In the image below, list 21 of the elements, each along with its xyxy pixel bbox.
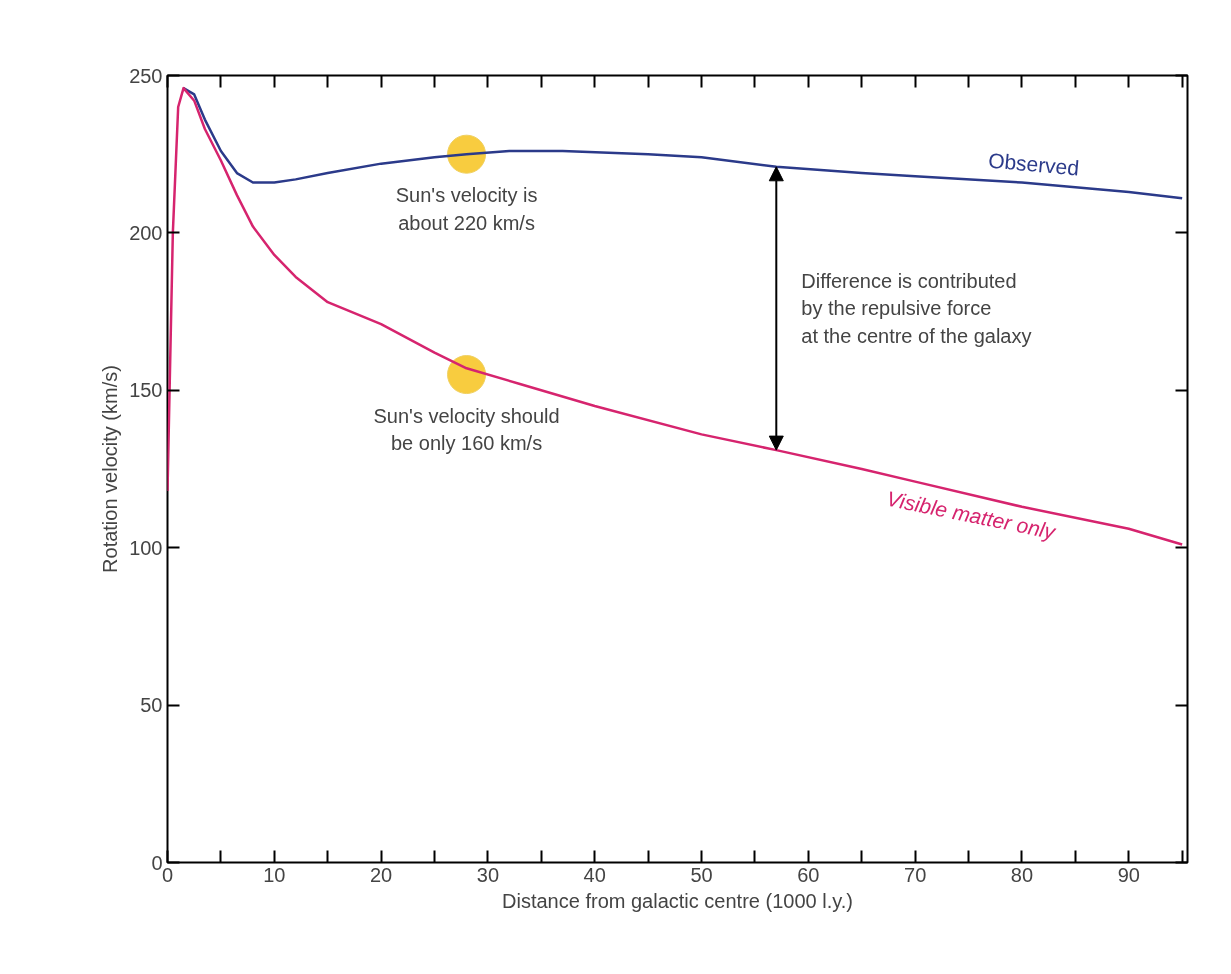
x-tick-label: 10 <box>263 863 286 886</box>
y-tick-label: 50 <box>140 694 163 717</box>
text: Observed <box>987 148 1081 180</box>
x-axis-title: Distance from galactic centre (1000 l.y.) <box>502 889 853 912</box>
annotation: Sun's velocity should be only 160 km/s <box>373 404 560 455</box>
x-tick-label: 50 <box>690 863 713 886</box>
x-tick-label: 30 <box>476 863 500 886</box>
y-tick-label: 200 <box>129 221 163 244</box>
annotation: Difference is contributed by the repulsive force at the centre of the galaxy <box>801 269 1032 347</box>
y-axis-title: Rotation velocity (km/s) <box>99 365 122 573</box>
x-tick-label: 60 <box>797 863 820 886</box>
y-tick-label: 250 <box>129 64 163 87</box>
y-tick-label: 100 <box>129 536 163 559</box>
x-tick-label: 40 <box>583 863 606 886</box>
x-tick-label: 80 <box>1010 863 1034 886</box>
text: Visible matter only <box>884 486 1059 544</box>
annotation: Sun's velocity is about 220 km/s <box>395 184 538 234</box>
x-tick-label: 90 <box>1117 863 1140 886</box>
x-tick-label: 20 <box>369 863 393 886</box>
x-tick-label: 70 <box>904 863 927 886</box>
y-tick-label: 150 <box>129 379 163 402</box>
